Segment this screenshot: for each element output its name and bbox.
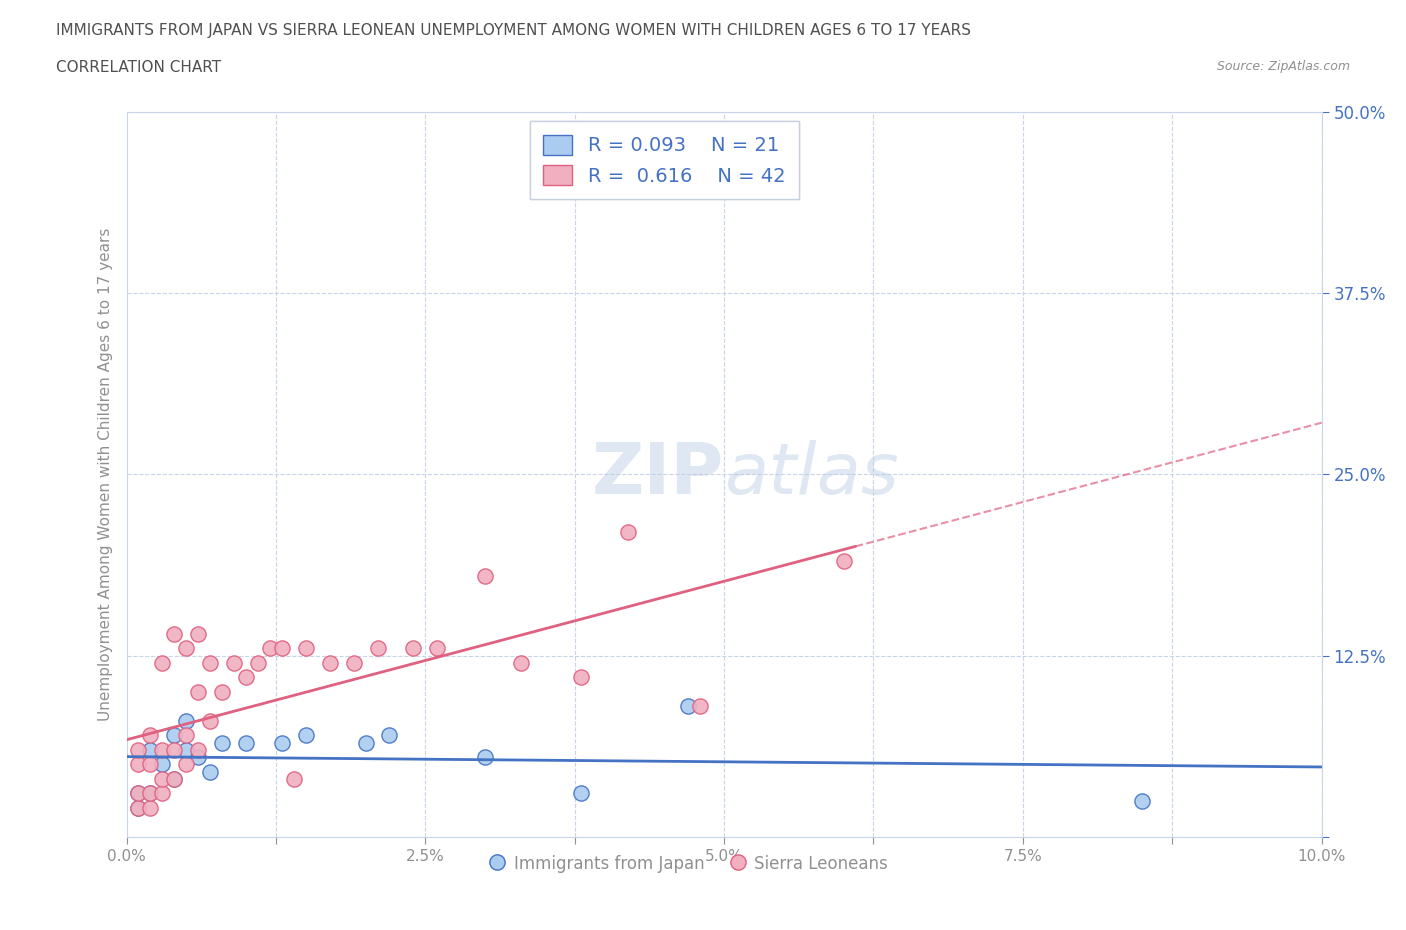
Point	[235, 736, 257, 751]
Point	[139, 786, 162, 801]
Point	[163, 728, 186, 743]
Point	[294, 728, 316, 743]
Text: IMMIGRANTS FROM JAPAN VS SIERRA LEONEAN UNEMPLOYMENT AMONG WOMEN WITH CHILDREN A: IMMIGRANTS FROM JAPAN VS SIERRA LEONEAN …	[56, 23, 972, 38]
Point	[187, 684, 209, 699]
Point	[509, 656, 531, 671]
Point	[127, 742, 149, 757]
Point	[318, 656, 342, 671]
Point	[247, 656, 270, 671]
Point	[402, 641, 425, 656]
Point	[343, 656, 366, 671]
Point	[200, 713, 222, 728]
Point	[152, 656, 174, 671]
Point	[270, 736, 294, 751]
Point	[127, 786, 149, 801]
Point	[200, 764, 222, 779]
Point	[187, 627, 209, 642]
Point	[689, 699, 711, 714]
Point	[832, 554, 855, 569]
Point	[569, 670, 592, 684]
Text: CORRELATION CHART: CORRELATION CHART	[56, 60, 221, 75]
Point	[127, 801, 149, 816]
Point	[187, 750, 209, 764]
Point	[474, 568, 496, 583]
Point	[163, 742, 186, 757]
Point	[200, 656, 222, 671]
Point	[127, 757, 149, 772]
Point	[222, 656, 246, 671]
Point	[366, 641, 388, 656]
Point	[139, 801, 162, 816]
Point	[294, 641, 316, 656]
Legend: R = 0.093    N = 21, R =  0.616    N = 42: R = 0.093 N = 21, R = 0.616 N = 42	[530, 121, 799, 199]
Point	[426, 641, 449, 656]
Point	[163, 627, 186, 642]
Point	[617, 525, 640, 539]
Point	[569, 786, 592, 801]
Point	[174, 742, 197, 757]
Point	[270, 641, 294, 656]
Point	[139, 757, 162, 772]
Point	[259, 641, 281, 656]
Point	[174, 728, 197, 743]
Text: atlas: atlas	[724, 440, 898, 509]
Point	[163, 772, 186, 787]
Point	[211, 684, 233, 699]
Text: ZIP: ZIP	[592, 440, 724, 509]
Point	[211, 736, 233, 751]
Point	[235, 670, 257, 684]
Point	[174, 713, 197, 728]
Point	[152, 757, 174, 772]
Point	[174, 641, 197, 656]
Text: Source: ZipAtlas.com: Source: ZipAtlas.com	[1216, 60, 1350, 73]
Point	[127, 786, 149, 801]
Point	[378, 728, 401, 743]
Point	[187, 742, 209, 757]
Point	[152, 786, 174, 801]
Point	[139, 742, 162, 757]
Point	[139, 728, 162, 743]
Point	[354, 736, 377, 751]
Point	[474, 750, 496, 764]
Point	[174, 757, 197, 772]
Point	[283, 772, 305, 787]
Point	[127, 801, 149, 816]
Point	[678, 699, 700, 714]
Y-axis label: Unemployment Among Women with Children Ages 6 to 17 years: Unemployment Among Women with Children A…	[97, 228, 112, 721]
Point	[1130, 793, 1153, 808]
Point	[152, 772, 174, 787]
Point	[152, 742, 174, 757]
Point	[163, 772, 186, 787]
Point	[139, 786, 162, 801]
